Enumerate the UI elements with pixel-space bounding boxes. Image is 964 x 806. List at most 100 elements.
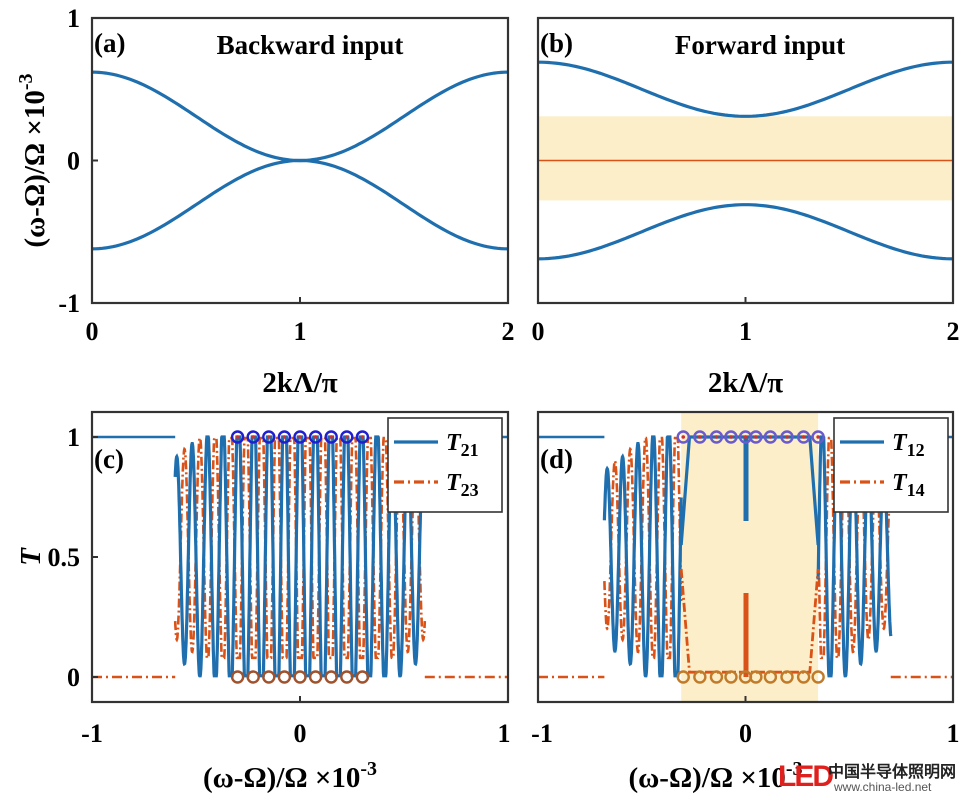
x-axis-label: (ω-Ω)/Ω ×10-3 [628, 758, 802, 794]
marker-bottom [308, 670, 323, 684]
marker-top [676, 430, 690, 444]
marker-bottom [246, 670, 260, 684]
x-tick-label: 1 [739, 317, 752, 346]
x-axis-label: (ω-Ω)/Ω ×10-3 [203, 758, 377, 794]
watermark-url: www.china-led.net [834, 780, 932, 794]
marker-bottom [293, 670, 307, 684]
marker-top-dot [681, 435, 686, 439]
marker-top [763, 430, 778, 444]
panel-title: Forward input [675, 30, 845, 60]
marker-bottom [811, 670, 825, 684]
x-axis-label-exponent: -3 [786, 758, 803, 780]
band-line-2 [538, 203, 953, 261]
marker-top [262, 430, 276, 444]
series-r-oscillation-1 [603, 436, 683, 660]
x-tick-label: 2 [947, 317, 960, 346]
marker-top [230, 430, 245, 444]
legend-label-sub: 23 [461, 480, 479, 500]
watermark-logo: LED [778, 760, 834, 793]
gap-band [538, 116, 953, 201]
marker-bottom [355, 670, 370, 684]
marker-bottom [676, 670, 690, 684]
series-r-oscillation-1 [173, 436, 427, 660]
watermark-name: 中国半导体照明网 [828, 764, 957, 781]
marker-top-dot [743, 435, 748, 439]
marker-bottom [780, 670, 794, 684]
y-tick-label: 0 [67, 663, 80, 692]
band-line-1 [538, 60, 953, 118]
marker-bottom [763, 670, 778, 684]
marker-top [796, 430, 811, 444]
marker-top [340, 430, 354, 444]
marker-top-dot [729, 435, 733, 439]
x-axis-label: 2kΛ/π [708, 367, 783, 399]
marker-top-dot [785, 435, 789, 439]
legend-box [387, 417, 503, 513]
marker-top-dot [360, 435, 365, 439]
band-line-2 [92, 158, 508, 251]
legend-label-sub: 21 [461, 440, 479, 460]
x-tick-label: 0 [86, 317, 99, 346]
marker-bottom [709, 670, 724, 684]
marker-top [709, 430, 724, 444]
marker-top-dot [251, 435, 255, 439]
marker-top-dot [313, 435, 318, 439]
y-axis-label: (ω-Ω)/Ω ×10-3 [15, 73, 51, 247]
marker-top [749, 430, 763, 444]
x-tick-label: 2 [502, 317, 515, 346]
marker-top-dot [345, 435, 349, 439]
x-axis-label: 2kΛ/π [262, 367, 337, 399]
marker-bottom [749, 670, 763, 684]
series-t-oscillation-1 [602, 435, 683, 678]
y-axis-label: T [15, 547, 47, 566]
marker-bottom [277, 670, 292, 684]
series-r-gap [679, 568, 820, 674]
panel-label: (d) [540, 444, 573, 474]
marker-bottom [230, 670, 245, 684]
panel-label: (a) [94, 28, 125, 58]
x-tick-label: 1 [947, 719, 960, 748]
marker-top-dot [816, 435, 820, 439]
x-tick-label: 0 [739, 719, 752, 748]
legend-label-sub: 14 [907, 480, 925, 500]
marker-bottom [796, 670, 811, 684]
y-axis-label-exponent: -3 [15, 73, 37, 90]
x-tick-label: 1 [294, 317, 307, 346]
x-tick-label: 1 [498, 719, 511, 748]
marker-top-dot [282, 435, 287, 439]
watermark: LED 中国半导体照明网 www.china-led.net [778, 756, 958, 802]
center-notch-r [743, 593, 749, 677]
marker-bottom [693, 670, 707, 684]
marker-bottom [340, 670, 354, 684]
x-axis-label-exponent: -3 [360, 758, 377, 780]
y-tick-label: 1 [67, 423, 80, 452]
marker-top-dot [267, 435, 271, 439]
center-notch-t [743, 437, 749, 521]
panel-label: (b) [540, 28, 573, 58]
marker-top-dot [754, 435, 758, 439]
marker-top-dot [714, 435, 719, 439]
marker-top-dot [235, 435, 240, 439]
y-tick-label: 0.5 [48, 543, 81, 572]
band-line-1 [91, 70, 509, 163]
marker-top [293, 430, 307, 444]
marker-top [724, 430, 738, 444]
marker-top-dot [329, 435, 334, 439]
marker-top-dot [768, 435, 773, 439]
x-tick-label: -1 [81, 719, 103, 748]
panel-label: (c) [94, 444, 124, 474]
y-tick-label: 0 [67, 147, 80, 176]
marker-top-dot [298, 435, 302, 439]
marker-bottom [724, 670, 738, 684]
marker-top [355, 430, 370, 444]
x-tick-label: -1 [531, 719, 553, 748]
y-tick-label: 1 [67, 4, 80, 33]
gap-band [681, 412, 819, 702]
series-r-oscillation-2 [816, 436, 893, 660]
marker-top [246, 430, 260, 444]
